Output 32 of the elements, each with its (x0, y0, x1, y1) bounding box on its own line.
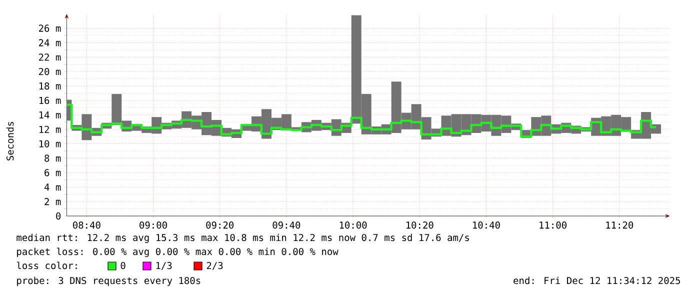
text: median rtt: 12.2 ms avg 15.3 ms max 10.8 ms min 12.2 ms now 0.7 ms sd 17.6 am/s (16, 234, 469, 244)
x-tick-label: 08:40 (72, 222, 100, 229)
x-tick-label: 09:20 (206, 222, 234, 229)
x-tick-label: 11:00 (540, 222, 566, 229)
x-tick-label: 10:20 (406, 222, 434, 229)
y-tick-label: 26 m (39, 24, 61, 32)
y-tick-label: 12 m (39, 126, 61, 133)
y-tick-label: 20 m (39, 68, 61, 76)
y-tick-label: 8 m (44, 154, 61, 162)
y-tick-label: 2 m (44, 198, 61, 206)
legend-label: 0 (120, 262, 126, 270)
y-tick-label: 14 m (39, 111, 61, 118)
legend-title: loss color: (16, 262, 77, 270)
y-tick-label: 6 m (44, 169, 61, 176)
y-axis-title: Seconds (6, 122, 14, 160)
y-tick-label: 10 m (39, 140, 61, 148)
y-tick-label: 0 (56, 212, 61, 220)
y-tick-label: 18 m (39, 82, 61, 90)
y-tick-label: 16 m (39, 96, 61, 104)
y-tick-label: 24 m (39, 39, 61, 46)
text: probe: 3 DNS requests every 180s (17, 276, 200, 286)
y-tick-label: 22 m (39, 54, 61, 61)
x-tick-label: 10:40 (473, 222, 500, 229)
text: packet loss: 0.00 % avg 0.00 % max 0.00 % min 0.00 % now (17, 248, 338, 258)
x-tick-label: 10:00 (340, 222, 367, 229)
x-tick-label: 09:00 (140, 222, 167, 229)
legend-label: 2/3 (206, 262, 223, 270)
y-tick-label: 4 m (44, 184, 61, 191)
x-tick-label: 09:40 (272, 222, 300, 229)
legend-label: 1/3 (156, 262, 172, 270)
text: end: Fri Dec 12 11:34:12 2025 (514, 276, 680, 284)
x-tick-label: 11:20 (606, 222, 634, 229)
